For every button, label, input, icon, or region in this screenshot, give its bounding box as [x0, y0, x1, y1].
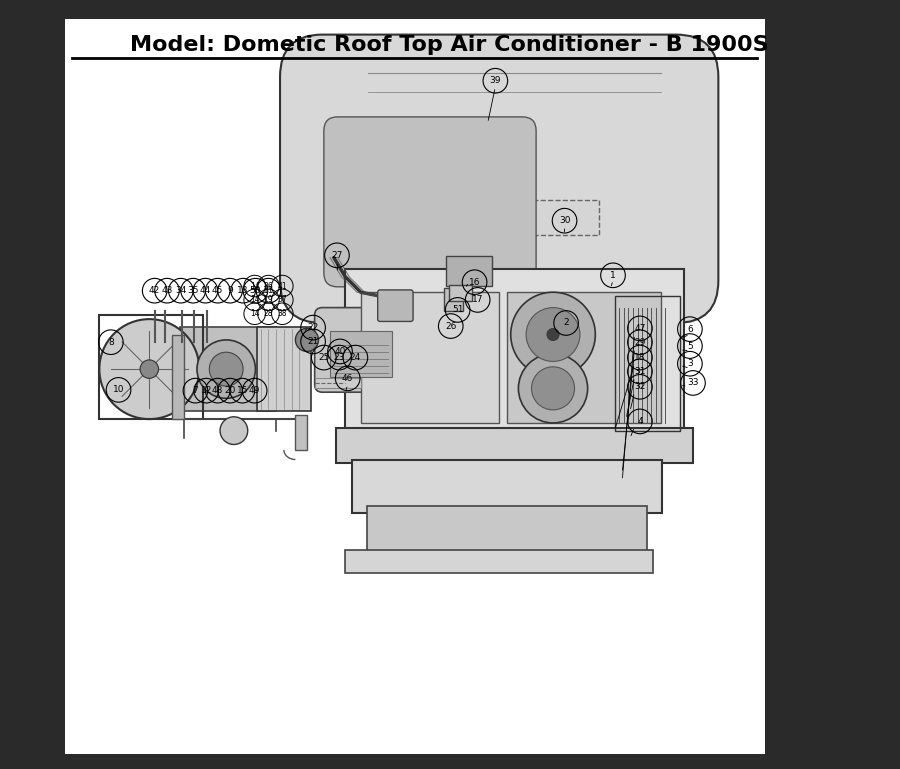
Text: 2: 2	[563, 318, 569, 328]
Bar	[430, 200, 599, 235]
Bar	[507, 292, 661, 423]
Text: 44: 44	[200, 286, 212, 295]
Text: 6: 6	[687, 325, 693, 334]
Text: 35: 35	[187, 286, 199, 295]
Text: 32: 32	[634, 382, 645, 391]
Text: 51: 51	[452, 305, 464, 315]
Text: 45: 45	[212, 286, 223, 295]
Circle shape	[210, 352, 243, 386]
Bar	[315, 378, 361, 388]
Text: 12: 12	[201, 386, 212, 395]
Text: 31: 31	[634, 367, 645, 376]
Text: 19: 19	[264, 295, 274, 305]
Text: 47: 47	[634, 324, 645, 333]
FancyBboxPatch shape	[65, 19, 764, 754]
FancyBboxPatch shape	[367, 506, 647, 551]
Circle shape	[197, 340, 256, 398]
Text: 4: 4	[637, 417, 643, 426]
Circle shape	[526, 308, 580, 361]
Text: 11: 11	[263, 286, 274, 295]
Text: 41: 41	[277, 281, 287, 291]
Text: 42: 42	[149, 286, 160, 295]
Text: 39: 39	[490, 76, 501, 85]
Bar	[180, 327, 276, 411]
Text: 5: 5	[687, 341, 693, 351]
Circle shape	[547, 328, 559, 341]
Text: 14: 14	[250, 281, 259, 291]
Text: 24: 24	[350, 353, 361, 362]
FancyBboxPatch shape	[352, 460, 662, 513]
Text: 7: 7	[193, 386, 198, 395]
Text: 23: 23	[334, 353, 345, 362]
Bar	[173, 335, 184, 419]
Text: 17: 17	[472, 295, 483, 305]
Text: 3: 3	[687, 359, 693, 368]
Text: 38: 38	[277, 309, 287, 318]
Text: 13: 13	[238, 286, 249, 295]
Text: 9: 9	[227, 286, 233, 295]
Text: 30: 30	[559, 216, 571, 225]
Bar	[99, 315, 203, 419]
FancyBboxPatch shape	[315, 308, 407, 392]
Circle shape	[295, 328, 319, 351]
Bar	[346, 550, 653, 573]
Text: 1: 1	[610, 271, 616, 280]
Text: 33: 33	[688, 378, 698, 388]
Text: 50: 50	[249, 286, 261, 295]
Text: 34: 34	[176, 286, 186, 295]
Text: 16: 16	[469, 278, 481, 287]
Text: 43: 43	[161, 286, 173, 295]
Bar	[449, 285, 473, 301]
Circle shape	[510, 292, 595, 377]
Text: Model: Dometic Roof Top Air Conditioner - B 1900S: Model: Dometic Roof Top Air Conditioner …	[130, 35, 769, 55]
Text: 22: 22	[308, 323, 319, 332]
Bar	[330, 331, 392, 377]
Text: 37: 37	[277, 295, 287, 305]
Text: 20: 20	[224, 386, 236, 395]
Text: 21: 21	[308, 337, 319, 346]
Circle shape	[532, 367, 574, 410]
Text: 29: 29	[634, 338, 645, 347]
Bar	[444, 288, 464, 311]
Text: 40: 40	[334, 347, 346, 356]
FancyBboxPatch shape	[378, 290, 413, 321]
FancyBboxPatch shape	[446, 256, 491, 286]
Text: 48: 48	[212, 386, 223, 395]
FancyBboxPatch shape	[337, 428, 693, 463]
Bar	[361, 292, 500, 423]
FancyBboxPatch shape	[324, 117, 536, 287]
Bar	[346, 269, 684, 434]
Text: 8: 8	[108, 338, 113, 347]
Text: 26: 26	[446, 321, 456, 331]
Circle shape	[220, 417, 248, 444]
Text: 46: 46	[342, 374, 354, 383]
Bar	[615, 296, 680, 431]
Text: 14: 14	[250, 309, 259, 318]
Text: 49: 49	[249, 386, 260, 395]
Text: 36: 36	[264, 281, 274, 291]
Text: 25: 25	[319, 353, 329, 362]
Circle shape	[140, 360, 158, 378]
Bar	[257, 327, 310, 411]
Text: 28: 28	[264, 309, 274, 318]
Text: 14: 14	[250, 295, 259, 305]
Text: 10: 10	[112, 385, 124, 394]
Circle shape	[99, 319, 199, 419]
FancyBboxPatch shape	[280, 35, 718, 323]
Circle shape	[518, 354, 588, 423]
Bar	[295, 415, 307, 450]
Text: 27: 27	[331, 251, 343, 260]
Text: 15: 15	[237, 386, 248, 395]
Text: 18: 18	[634, 353, 645, 362]
